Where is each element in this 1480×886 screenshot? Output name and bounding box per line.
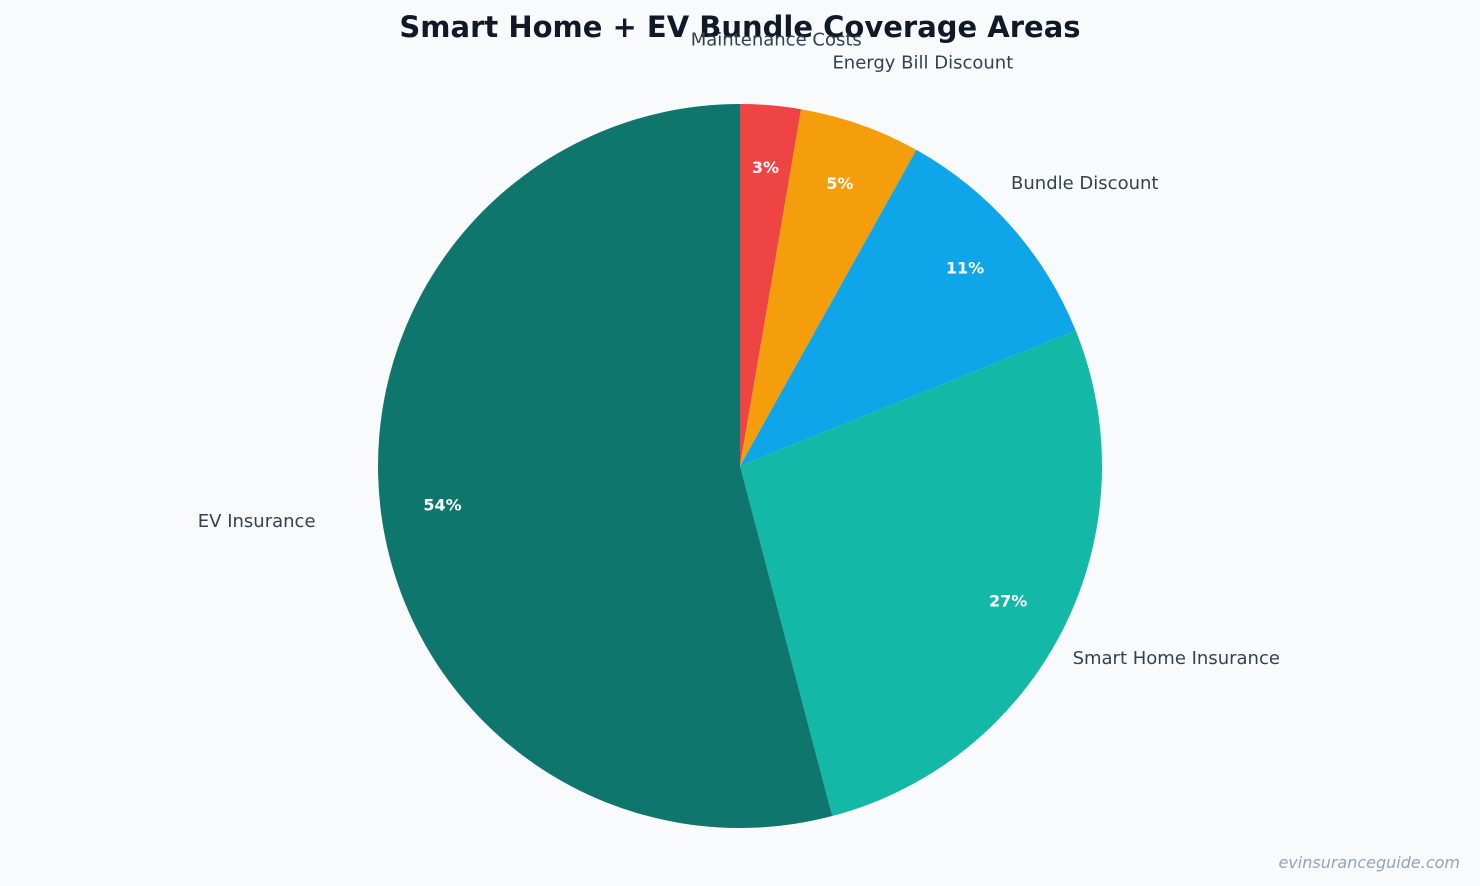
slice-label: Maintenance Costs: [691, 30, 862, 51]
pie-slice-maintenance-costs: [740, 104, 802, 466]
slice-label: Bundle Discount: [1011, 173, 1158, 194]
watermark: evinsuranceguide.com: [1278, 853, 1460, 872]
chart-title: Smart Home + EV Bundle Coverage Areas: [399, 10, 1080, 44]
slice-label: Smart Home Insurance: [1073, 648, 1280, 669]
percent-label: 3%: [752, 158, 779, 177]
pie-slices: [378, 104, 1102, 828]
percent-label: 5%: [826, 174, 853, 193]
pie-slice-energy-bill-discount: [740, 109, 917, 466]
slice-label: Energy Bill Discount: [832, 52, 1013, 73]
pie-slice-ev-insurance: [378, 104, 833, 828]
percent-label: 11%: [946, 259, 984, 278]
percent-label: 27%: [989, 592, 1027, 611]
pie-slice-smart-home-insurance: [740, 330, 1102, 817]
pie-slice-bundle-discount: [740, 149, 1076, 466]
slice-label: EV Insurance: [198, 511, 316, 532]
percent-label: 54%: [423, 496, 461, 515]
percent-labels: 3% 5% 11% 27% 54%: [423, 158, 1027, 610]
